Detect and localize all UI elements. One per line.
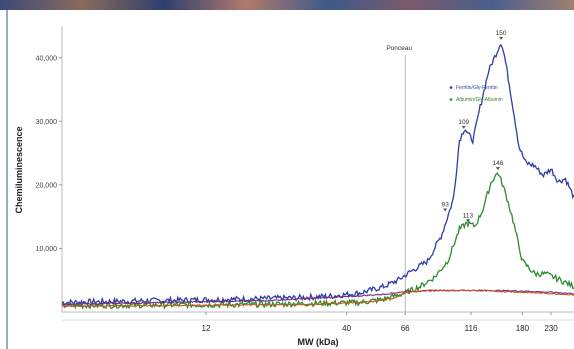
- x-tick-label: 40: [342, 324, 351, 333]
- x-tick-label: 12: [202, 324, 211, 333]
- x-axis-title: MW (kDa): [298, 337, 339, 347]
- peak-marker: [461, 125, 466, 129]
- legend-marker: [449, 86, 453, 89]
- peak-label: 150: [496, 30, 507, 37]
- x-axis-ticks: 12 40 66 116 180 230: [202, 312, 558, 333]
- peak-label: 113: [463, 212, 474, 219]
- y-tick-label: 10,000: [36, 246, 58, 253]
- y-axis-title: Chemiluminescence: [14, 126, 24, 213]
- y-tick-label: 20,000: [36, 182, 58, 189]
- x-tick-label: 66: [401, 324, 410, 333]
- legend-label: Ferritin/Gly-Ferritin: [456, 85, 498, 91]
- x-tick-label: 116: [465, 324, 478, 333]
- y-tick-label: 40,000: [36, 55, 58, 62]
- chart-frame: [61, 26, 574, 321]
- series-line-2: [61, 172, 574, 310]
- left-border: [6, 10, 8, 349]
- peak-annotations: 150 109 93 113 146: [442, 30, 507, 223]
- peak-marker: [495, 167, 500, 171]
- peak-marker: [465, 219, 470, 223]
- peak-marker: [499, 36, 504, 40]
- series-line-1: [61, 43, 574, 307]
- top-image-strip: [0, 0, 574, 10]
- peak-marker: [443, 208, 448, 212]
- x-tick-label: 180: [516, 324, 530, 333]
- series-lines: [61, 43, 574, 310]
- ponceau-marker: Ponceau: [386, 45, 412, 312]
- y-tick-label: 30,000: [36, 119, 58, 126]
- y-axis-ticks: 10,000 20,000 30,000 40,000: [36, 55, 62, 253]
- series-line-4: [61, 289, 574, 308]
- ponceau-label: Ponceau: [386, 45, 412, 52]
- x-tick-label: 230: [544, 324, 558, 333]
- legend-marker: [449, 98, 453, 101]
- legend-label: Albumin/Gly-Albumin: [456, 97, 503, 103]
- peak-label: 109: [458, 119, 469, 126]
- legend: Ferritin/Gly-Ferritin Albumin/Gly-Albumin: [449, 85, 503, 103]
- peak-label: 146: [492, 160, 503, 167]
- peak-label: 93: [442, 201, 450, 208]
